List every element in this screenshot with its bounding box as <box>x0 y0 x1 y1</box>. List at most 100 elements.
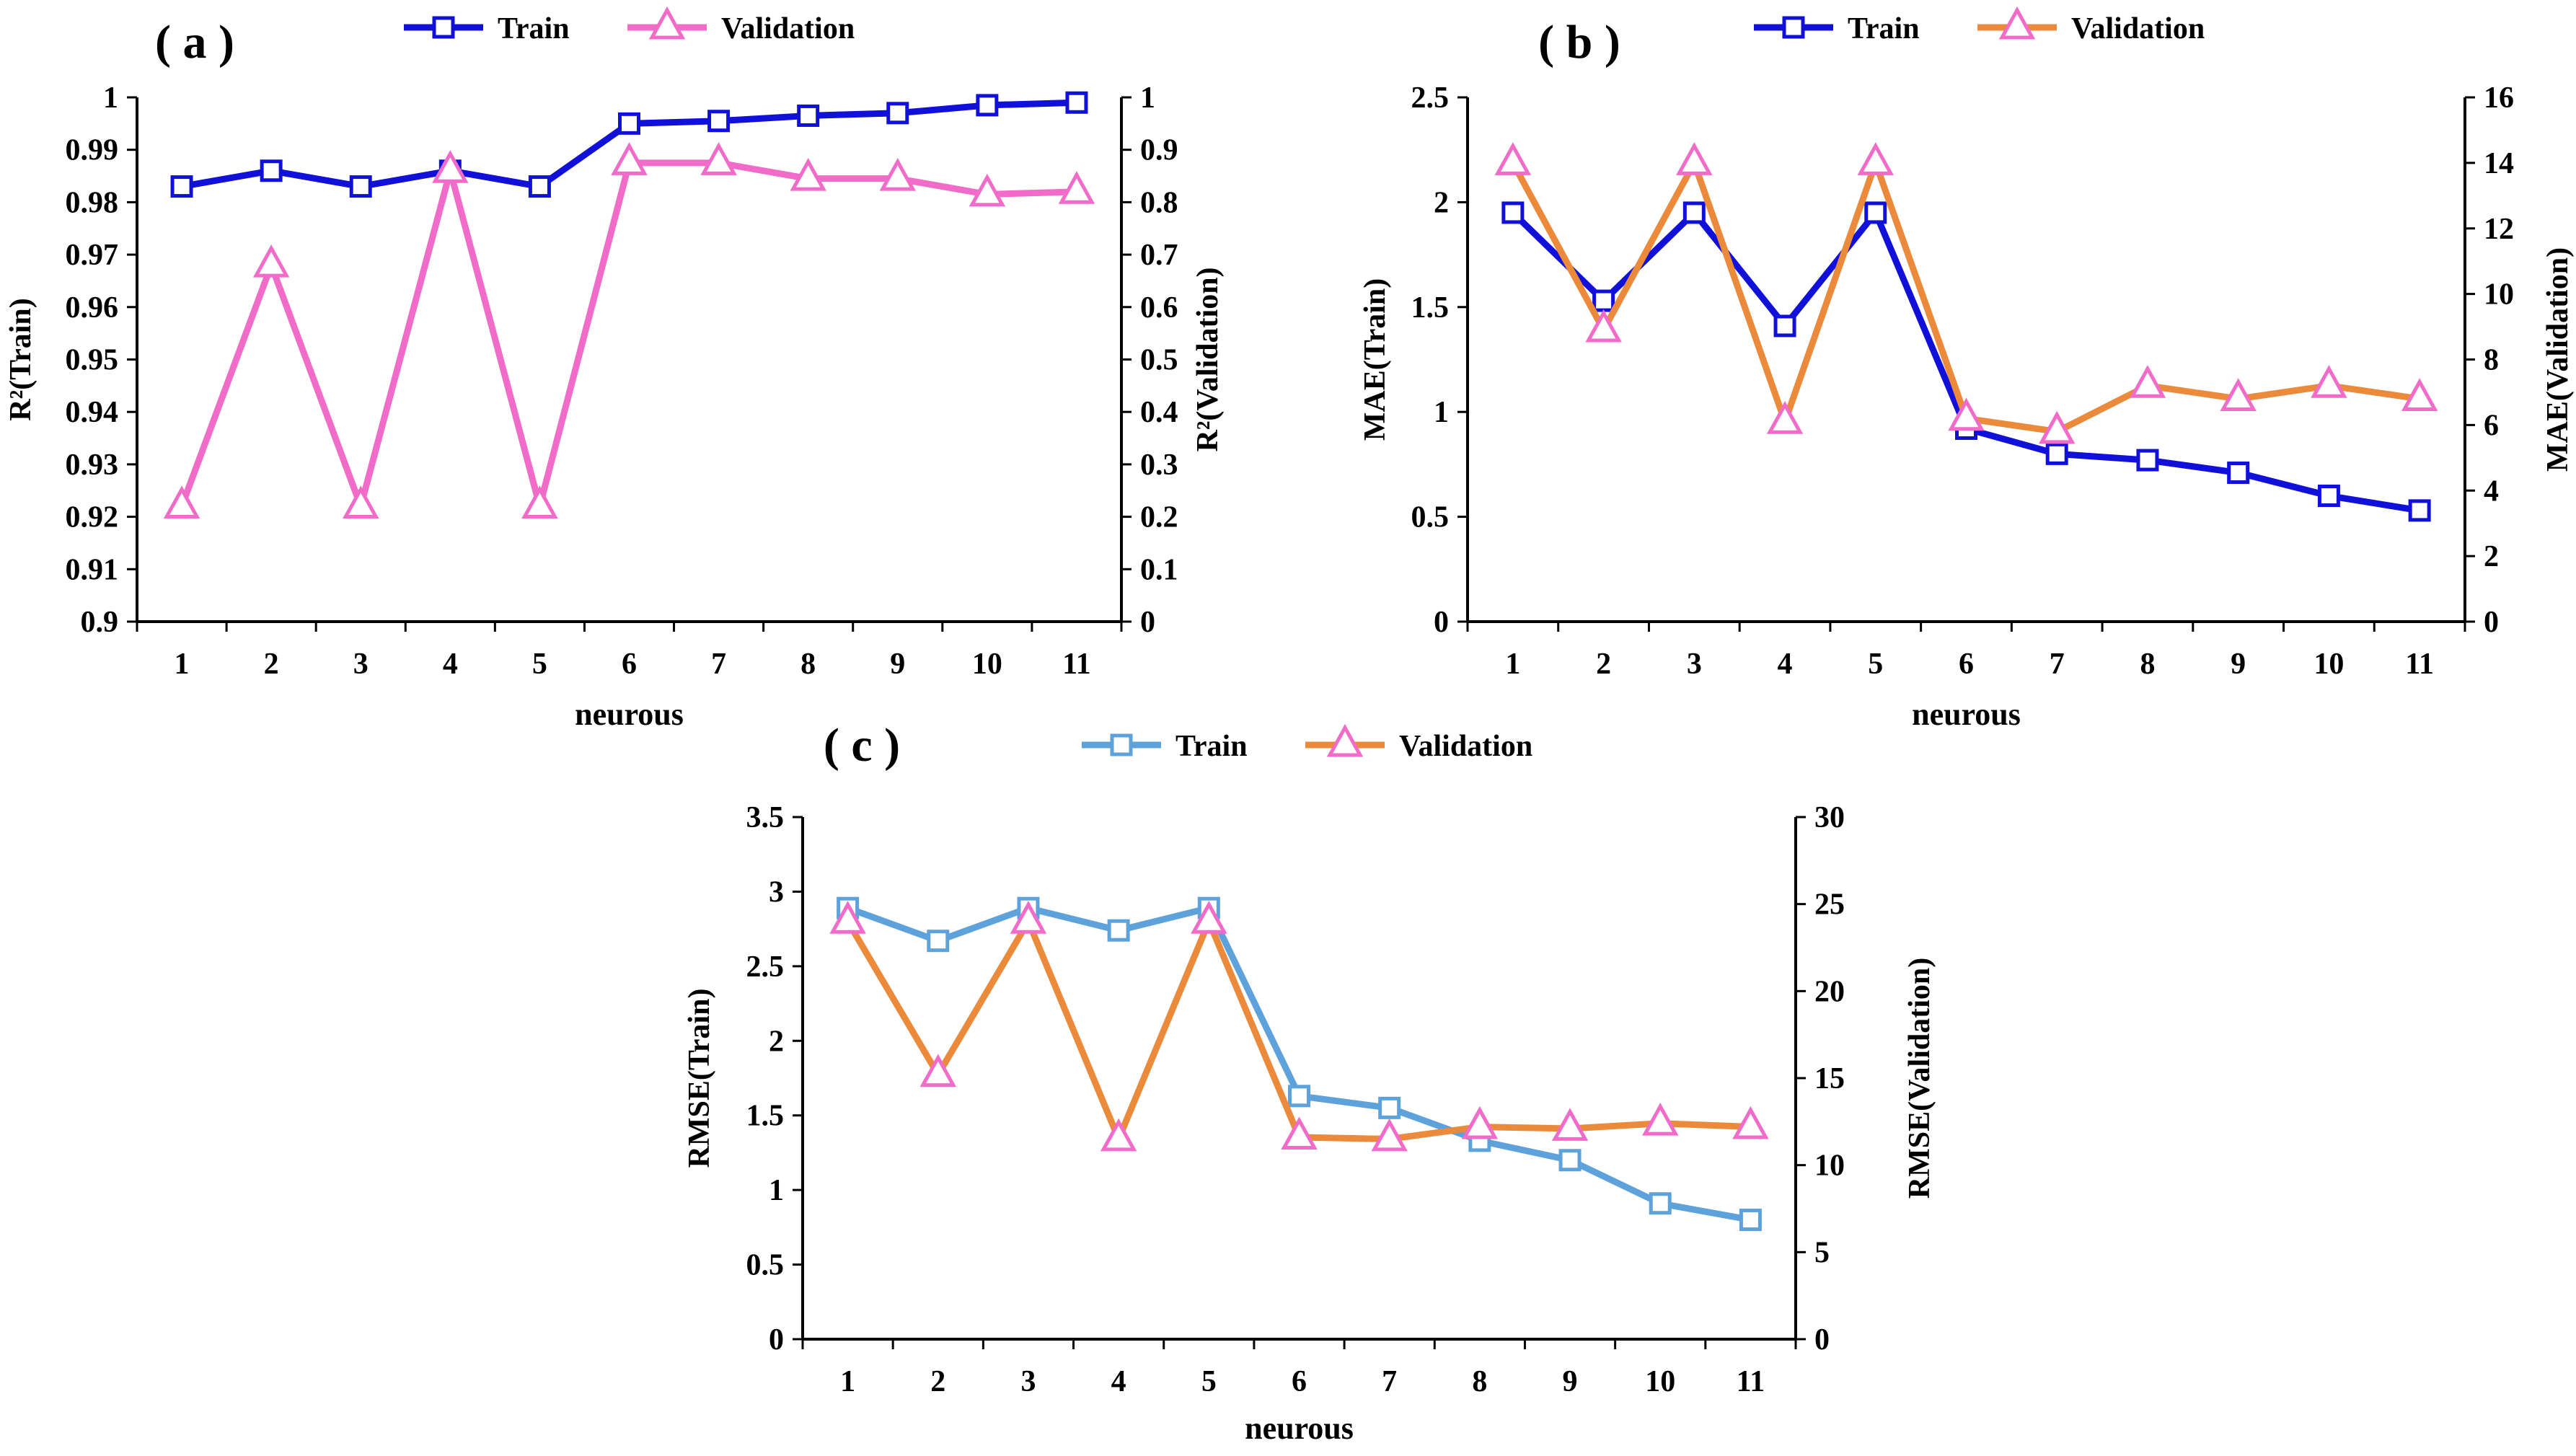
y-tick-label-left: 3 <box>769 875 784 909</box>
y-tick-label-right: 4 <box>2484 475 2499 508</box>
series-validation <box>163 142 1095 519</box>
chart-panel-c: 0 0.5 1 1.5 2 2.5 3 3.5 0 5 10 15 20 25 30 1 2 3 4 5 6 7 8 9 10 1… <box>683 719 1936 1446</box>
x-axis-title: neurous <box>1245 1411 1354 1446</box>
series-line-validation <box>1509 159 2420 435</box>
y-axis-title-left: R²(Train) <box>4 298 38 420</box>
x-tick-label: 7 <box>2050 648 2065 681</box>
y-tick-label-left: 0.9 <box>81 606 119 639</box>
y-tick-label-right: 1 <box>1140 81 1155 115</box>
legend-marker-square <box>1110 733 1133 756</box>
y-tick-label-right: 0.9 <box>1140 134 1178 167</box>
x-tick-label: 7 <box>1382 1365 1397 1398</box>
data-point-validation-5 <box>1857 142 1894 175</box>
y-tick-label-right: 10 <box>1814 1150 1845 1183</box>
data-point-validation-8 <box>2129 365 2166 398</box>
y-tick-label-left: 0.91 <box>66 553 119 586</box>
x-tick-label: 11 <box>2405 648 2434 681</box>
y-axis-title-right: RMSE(Validation) <box>1903 958 1936 1199</box>
panel-label: ( a ) <box>155 16 234 69</box>
panel-label: ( c ) <box>824 719 900 772</box>
data-point-validation-11 <box>2401 378 2438 411</box>
y-tick-label-right: 8 <box>2484 344 2499 377</box>
data-point-train-7 <box>1378 1096 1401 1119</box>
data-point-train-3 <box>1682 201 1706 224</box>
data-point-validation-8 <box>790 157 826 191</box>
axes: 0 0.5 1 1.5 2 2.5 3 3.5 0 5 10 15 20 25 30 1 2 3 4 5 6 7 8 9 10 1… <box>746 801 1845 1398</box>
y-tick-label-left: 0.92 <box>66 501 119 534</box>
legend-marker-square <box>1782 16 1805 39</box>
x-tick-label: 5 <box>1868 648 1883 681</box>
x-tick-label: 6 <box>1959 648 1974 681</box>
x-tick-label: 8 <box>800 648 816 681</box>
y-tick-label-right: 20 <box>1814 975 1845 1008</box>
y-tick-label-right: 0.1 <box>1140 553 1178 586</box>
y-tick-label-right: 0 <box>1814 1323 1830 1356</box>
x-tick-label: 2 <box>1596 648 1611 681</box>
x-tick-label: 1 <box>1505 648 1520 681</box>
series-line-validation <box>178 159 1077 510</box>
legend-label-validation: Validation <box>2071 12 2205 45</box>
series-validation <box>1494 142 2438 444</box>
data-point-validation-7 <box>2038 410 2076 444</box>
y-tick-label-left: 0 <box>1434 606 1449 639</box>
data-point-train-1 <box>170 175 193 198</box>
x-tick-label: 5 <box>1201 1365 1217 1398</box>
legend-label-train: Train <box>1175 730 1248 763</box>
x-tick-label: 10 <box>972 648 1002 681</box>
data-point-train-5 <box>528 175 551 198</box>
data-point-validation-9 <box>879 157 917 191</box>
y-tick-label-left: 2.5 <box>746 950 785 984</box>
y-tick-label-left: 0.99 <box>66 134 119 167</box>
data-point-train-8 <box>797 104 820 127</box>
panel-label: ( b ) <box>1538 16 1620 69</box>
data-point-train-6 <box>1288 1085 1310 1108</box>
data-point-train-11 <box>1739 1209 1762 1232</box>
legend-label-train: Train <box>1848 12 1920 45</box>
y-tick-label-right: 15 <box>1814 1062 1845 1095</box>
legend-label-validation: Validation <box>721 12 855 45</box>
data-point-validation-10 <box>969 173 1006 207</box>
x-tick-label: 1 <box>840 1365 855 1398</box>
data-point-train-9 <box>2227 462 2250 485</box>
y-tick-label-right: 16 <box>2484 81 2514 115</box>
data-point-train-11 <box>2408 499 2431 522</box>
y-tick-label-right: 25 <box>1814 888 1845 922</box>
data-point-validation-2 <box>919 1054 957 1087</box>
y-tick-label-left: 0 <box>769 1323 784 1356</box>
series-train <box>1501 201 2431 522</box>
data-point-validation-6 <box>611 142 648 175</box>
x-tick-label: 11 <box>1062 648 1091 681</box>
y-tick-label-right: 14 <box>2484 147 2514 180</box>
data-point-validation-2 <box>252 244 290 278</box>
data-point-train-7 <box>707 110 731 133</box>
data-point-validation-10 <box>1641 1103 1679 1136</box>
y-axis-title-right: MAE(Validation) <box>2541 247 2575 472</box>
y-tick-label-right: 0 <box>1140 606 1155 639</box>
y-axis-title-right: R²(Validation) <box>1191 267 1225 451</box>
x-tick-label: 9 <box>890 648 905 681</box>
data-point-validation-4 <box>432 150 469 183</box>
x-tick-label: 8 <box>2140 648 2155 681</box>
x-tick-label: 4 <box>443 648 458 681</box>
x-tick-label: 9 <box>1563 1365 1578 1398</box>
data-point-validation-3 <box>1676 142 1713 175</box>
data-point-train-4 <box>1773 314 1796 337</box>
x-axis-title: neurous <box>1912 697 2021 732</box>
y-tick-label-right: 0.8 <box>1140 186 1178 219</box>
data-point-train-10 <box>2317 485 2340 508</box>
legend-marker-triangle <box>1326 723 1364 757</box>
x-tick-label: 10 <box>2313 648 2344 681</box>
y-tick-label-right: 0.7 <box>1140 239 1178 272</box>
axes: 0.90.910.920.930.940.950.960.970.980.991… <box>66 81 1178 681</box>
y-tick-label-left: 0.94 <box>66 396 119 429</box>
y-tick-label-left: 2 <box>769 1025 784 1058</box>
x-tick-label: 7 <box>711 648 726 681</box>
y-tick-label-right: 12 <box>2484 213 2514 246</box>
y-axis-title-left: RMSE(Train) <box>683 989 716 1168</box>
series-validation <box>829 901 1769 1152</box>
y-tick-label-left: 0.95 <box>66 344 119 377</box>
y-tick-label-right: 5 <box>1814 1236 1830 1269</box>
